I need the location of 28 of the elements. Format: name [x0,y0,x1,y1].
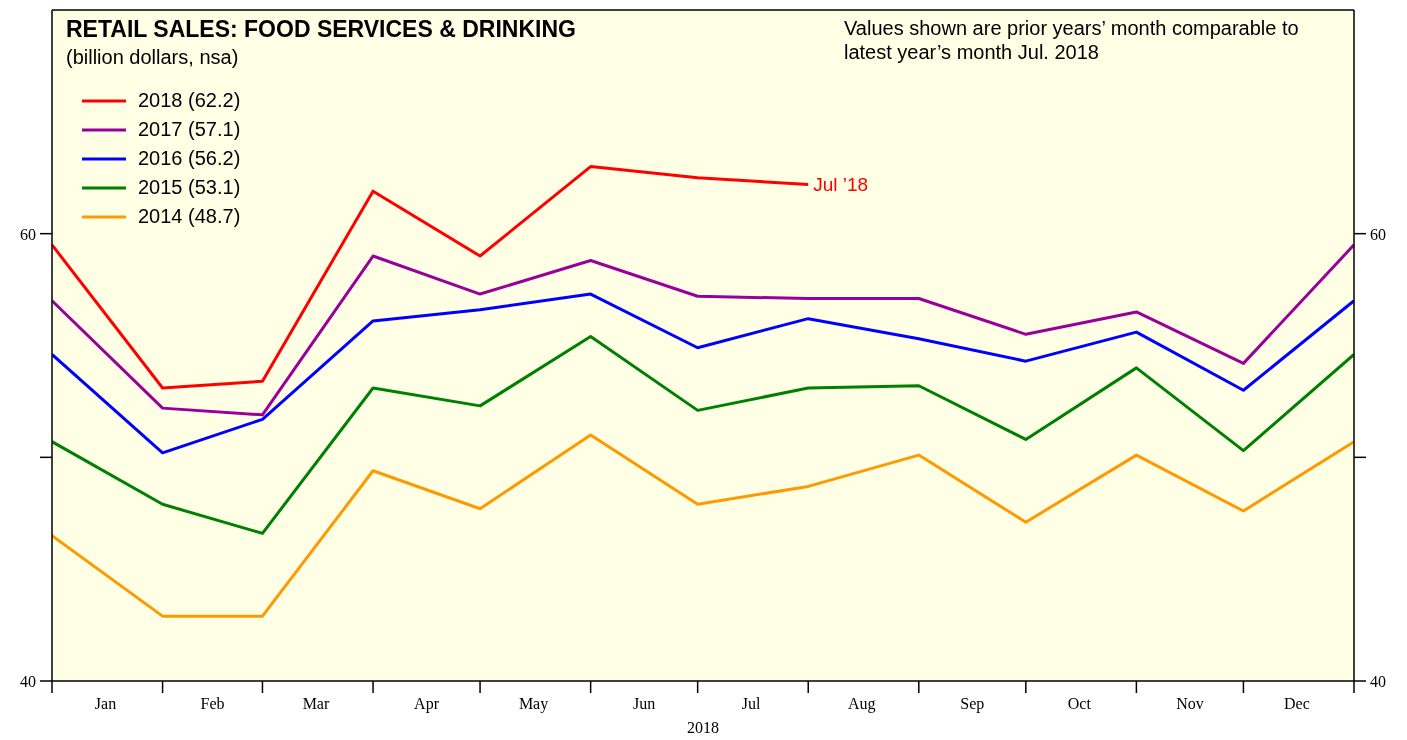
x-tick-label: Aug [847,695,876,713]
x-tick-label: May [518,695,549,713]
annotation: Values shown are prior years’ month comparable to latest year’s month Jul. 2018 [844,17,1299,63]
x-tick-label: Sep [960,695,985,713]
x-tick-label: Oct [1067,695,1092,712]
legend-label: 2018 (62.2) [138,89,241,112]
x-tick-label: Apr [414,695,440,713]
line-series [52,433,1354,618]
x-tick-label: Jul [741,695,762,712]
x-tick-label: Jun [633,695,656,712]
annotation: Jul ’18 [813,174,869,196]
legend-label: 2017 (57.1) [138,118,241,141]
text: (billion dollars, nsa) [66,46,239,68]
x-axis-title: 2018 [687,719,719,736]
line-series [52,243,1354,417]
line-series [52,335,1354,535]
legend-label: 2015 (53.1) [138,176,241,199]
x-tick-label: Feb [200,695,225,712]
x-tick-label: Mar [302,695,330,712]
line-series [52,292,1354,455]
y2-tick-label: 40 [1370,673,1386,690]
x-tick-label: Jan [94,695,117,712]
y2-tick-label: 60 [1370,225,1386,243]
x-tick-label: Dec [1284,695,1310,712]
x-tick-label: Nov [1176,695,1204,712]
chart-title: RETAIL SALES: FOOD SERVICES & DRINKING [66,16,576,42]
legend-label: 2014 (48.7) [138,205,241,228]
legend-label: 2016 (56.2) [138,147,241,170]
